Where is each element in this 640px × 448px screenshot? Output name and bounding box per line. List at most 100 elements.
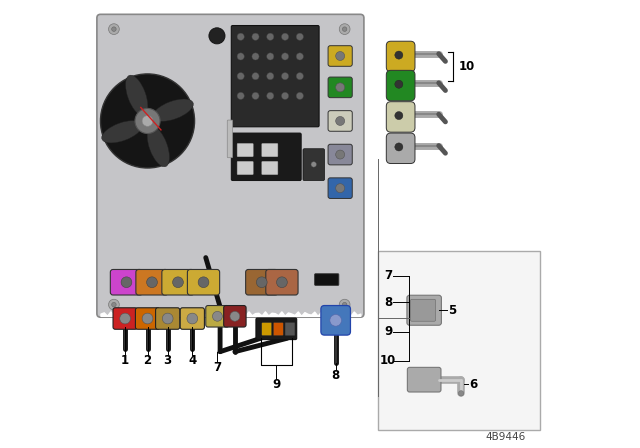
Circle shape [173, 277, 184, 288]
Text: 8: 8 [384, 296, 392, 309]
Circle shape [109, 24, 119, 34]
FancyBboxPatch shape [407, 367, 441, 392]
FancyBboxPatch shape [262, 143, 278, 157]
FancyBboxPatch shape [234, 33, 299, 44]
FancyBboxPatch shape [256, 318, 297, 340]
Circle shape [198, 277, 209, 288]
Circle shape [282, 53, 289, 60]
Circle shape [335, 83, 344, 92]
Text: 6: 6 [469, 378, 477, 391]
FancyBboxPatch shape [387, 133, 415, 164]
FancyBboxPatch shape [410, 299, 436, 321]
Circle shape [282, 92, 289, 99]
FancyBboxPatch shape [237, 161, 253, 175]
Circle shape [395, 80, 403, 88]
Text: 7: 7 [384, 269, 392, 282]
FancyBboxPatch shape [110, 269, 143, 295]
Circle shape [267, 92, 274, 99]
Text: 10: 10 [380, 354, 396, 367]
Circle shape [276, 277, 287, 288]
Circle shape [237, 53, 244, 60]
Ellipse shape [102, 121, 142, 143]
Circle shape [458, 391, 464, 396]
Circle shape [109, 299, 119, 310]
Circle shape [267, 73, 274, 80]
Circle shape [296, 33, 303, 40]
Circle shape [212, 311, 222, 321]
FancyBboxPatch shape [136, 308, 159, 329]
FancyBboxPatch shape [285, 323, 295, 336]
Circle shape [252, 92, 259, 99]
Circle shape [111, 302, 116, 307]
FancyBboxPatch shape [231, 133, 301, 181]
FancyBboxPatch shape [156, 308, 180, 329]
Circle shape [395, 51, 403, 59]
Circle shape [282, 73, 289, 80]
FancyBboxPatch shape [303, 149, 324, 181]
FancyBboxPatch shape [387, 70, 415, 101]
Text: 9: 9 [272, 378, 280, 391]
Circle shape [296, 73, 303, 80]
Text: 5: 5 [448, 304, 456, 317]
FancyBboxPatch shape [237, 143, 253, 157]
Circle shape [252, 33, 259, 40]
Circle shape [100, 74, 195, 168]
Circle shape [335, 52, 344, 60]
FancyBboxPatch shape [262, 323, 271, 336]
FancyBboxPatch shape [407, 295, 442, 325]
Circle shape [342, 27, 347, 31]
Circle shape [257, 277, 267, 288]
FancyBboxPatch shape [328, 144, 352, 165]
Circle shape [339, 24, 350, 34]
Circle shape [311, 162, 316, 167]
FancyBboxPatch shape [180, 308, 204, 329]
FancyBboxPatch shape [328, 178, 352, 198]
Text: 3: 3 [164, 354, 172, 367]
Text: 2: 2 [143, 354, 152, 367]
Circle shape [187, 313, 198, 324]
FancyBboxPatch shape [227, 120, 232, 158]
Circle shape [163, 313, 173, 324]
Circle shape [296, 92, 303, 99]
FancyBboxPatch shape [262, 161, 278, 175]
FancyBboxPatch shape [328, 77, 352, 98]
Circle shape [335, 184, 344, 193]
Circle shape [121, 277, 132, 288]
Circle shape [237, 33, 244, 40]
FancyBboxPatch shape [328, 111, 352, 131]
FancyBboxPatch shape [387, 102, 415, 132]
FancyBboxPatch shape [188, 269, 220, 295]
Circle shape [147, 277, 157, 288]
Circle shape [142, 116, 153, 126]
Circle shape [282, 33, 289, 40]
Text: 1: 1 [121, 354, 129, 367]
FancyBboxPatch shape [97, 14, 364, 317]
Circle shape [339, 299, 350, 310]
Text: 8: 8 [332, 369, 340, 382]
FancyBboxPatch shape [136, 269, 168, 295]
Circle shape [335, 150, 344, 159]
Circle shape [111, 27, 116, 31]
FancyBboxPatch shape [273, 323, 284, 336]
FancyBboxPatch shape [246, 269, 278, 295]
Circle shape [237, 73, 244, 80]
Circle shape [267, 53, 274, 60]
FancyBboxPatch shape [113, 308, 137, 329]
Circle shape [335, 116, 344, 125]
Text: 7: 7 [213, 361, 221, 374]
Ellipse shape [147, 126, 170, 167]
FancyBboxPatch shape [205, 306, 229, 327]
Circle shape [120, 313, 131, 324]
FancyBboxPatch shape [328, 46, 352, 66]
Circle shape [330, 314, 342, 326]
FancyBboxPatch shape [223, 306, 246, 327]
FancyBboxPatch shape [321, 306, 351, 335]
FancyBboxPatch shape [231, 26, 319, 127]
FancyBboxPatch shape [315, 274, 339, 285]
Ellipse shape [153, 99, 193, 121]
FancyBboxPatch shape [162, 269, 194, 295]
Ellipse shape [125, 75, 148, 116]
Circle shape [267, 33, 274, 40]
Text: 10: 10 [459, 60, 475, 73]
Circle shape [252, 53, 259, 60]
